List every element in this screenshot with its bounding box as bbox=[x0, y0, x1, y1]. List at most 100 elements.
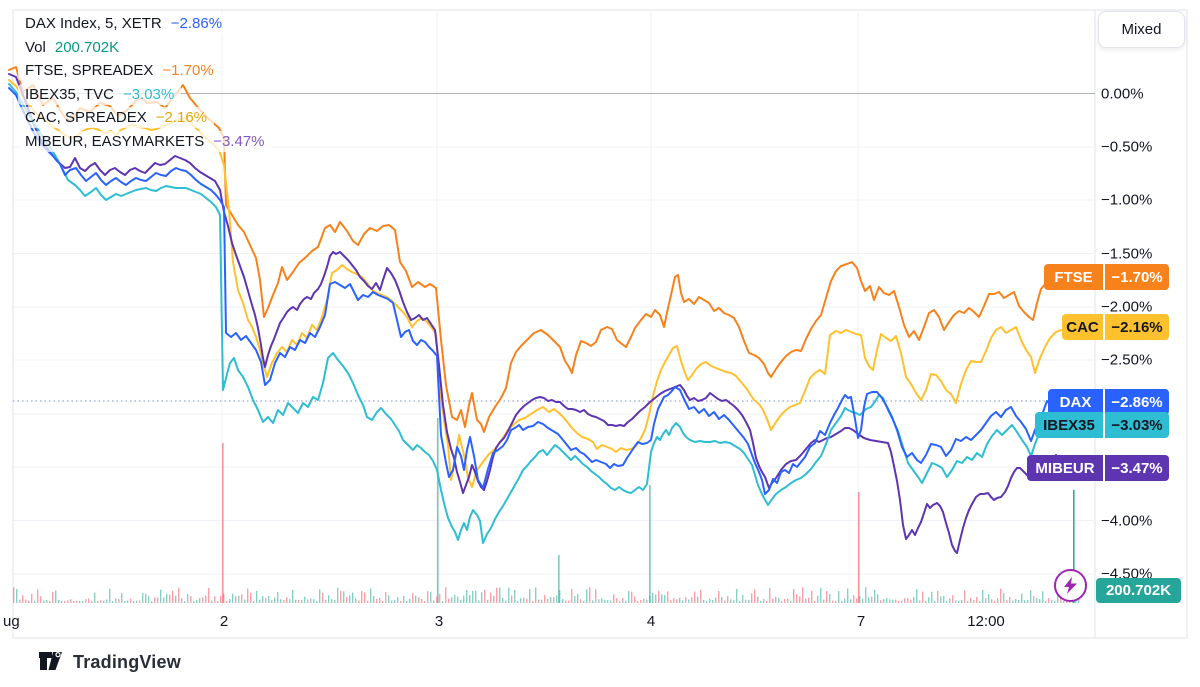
volume-bar bbox=[64, 600, 66, 603]
volume-bar bbox=[193, 600, 195, 603]
volume-bar bbox=[568, 600, 570, 603]
volume-spike-bar bbox=[1073, 490, 1075, 603]
series-line-ibex35[interactable] bbox=[8, 83, 1062, 544]
time-axis-label[interactable]: 7 bbox=[856, 613, 866, 630]
volume-bar bbox=[745, 599, 747, 603]
legend-item-dax[interactable]: DAX Index, 5, XETR −2.86% bbox=[18, 13, 230, 34]
volume-bar bbox=[121, 593, 123, 603]
volume-bar bbox=[289, 599, 291, 603]
legend-item-title: CAC, SPREADEX bbox=[25, 109, 147, 126]
volume-bar bbox=[475, 590, 477, 603]
volume-bar bbox=[496, 587, 498, 603]
volume-bar bbox=[199, 598, 201, 603]
volume-bar bbox=[562, 598, 564, 603]
volume-bar bbox=[760, 600, 762, 603]
tradingview-logo[interactable]: TradingView bbox=[38, 650, 181, 674]
volume-bar bbox=[829, 594, 831, 603]
volume-bar bbox=[955, 600, 957, 603]
volume-bar bbox=[493, 595, 495, 603]
legend-item-mibeur[interactable]: MIBEUR, EASYMARKETS −3.47% bbox=[18, 130, 272, 152]
volume-bar bbox=[973, 599, 975, 603]
volume-bar bbox=[1024, 600, 1026, 603]
volume-bar bbox=[361, 591, 363, 603]
series-line-ftse[interactable] bbox=[8, 66, 1062, 433]
price-axis-label[interactable]: −0.50% bbox=[1101, 138, 1153, 156]
mixed-mode-button[interactable]: Mixed bbox=[1098, 11, 1185, 48]
flash-boost-button[interactable] bbox=[1054, 569, 1087, 602]
legend-item-value: −3.03% bbox=[122, 85, 175, 103]
time-axis-label[interactable]: 2 bbox=[219, 613, 229, 630]
volume-bar bbox=[526, 598, 528, 603]
volume-bar bbox=[280, 599, 282, 603]
time-axis-label[interactable]: 3 bbox=[434, 613, 444, 630]
volume-bar bbox=[889, 599, 891, 603]
price-axis-label[interactable]: −2.50% bbox=[1101, 351, 1153, 369]
legend-item-ftse[interactable]: FTSE, SPREADEX −1.70% bbox=[18, 60, 221, 81]
volume-bar bbox=[55, 590, 57, 603]
volume-bar bbox=[478, 600, 480, 603]
volume-bar bbox=[925, 600, 927, 603]
volume-bar bbox=[91, 600, 93, 603]
volume-bar bbox=[616, 598, 618, 603]
price-badge-symbol: CAC bbox=[1062, 314, 1103, 340]
volume-bar bbox=[886, 598, 888, 603]
volume-bar bbox=[892, 599, 894, 603]
time-axis-label[interactable]: ug bbox=[3, 613, 20, 630]
price-axis-label[interactable]: −1.50% bbox=[1101, 245, 1153, 262]
volume-bar bbox=[133, 600, 135, 603]
volume-bar bbox=[190, 596, 192, 603]
volume-bar bbox=[547, 599, 549, 603]
volume-bar bbox=[43, 600, 45, 603]
time-axis-label[interactable]: 4 bbox=[646, 613, 656, 630]
volume-bar bbox=[226, 600, 228, 603]
volume-bar bbox=[316, 600, 318, 603]
volume-bar bbox=[814, 600, 816, 603]
legend-item-ibex35[interactable]: IBEX35, TVC −3.03% bbox=[18, 83, 182, 105]
price-axis-label[interactable]: −2.00% bbox=[1101, 298, 1153, 316]
volume-bar bbox=[574, 596, 576, 603]
volume-bar bbox=[748, 599, 750, 603]
volume-bar bbox=[319, 589, 321, 603]
legend-item-cac[interactable]: CAC, SPREADEX −2.16% bbox=[18, 107, 214, 128]
volume-bar bbox=[676, 599, 678, 603]
volume-bar bbox=[187, 593, 189, 603]
volume-bar bbox=[307, 599, 309, 603]
volume-bar bbox=[919, 600, 921, 603]
volume-bar bbox=[100, 600, 102, 603]
volume-bar bbox=[763, 598, 765, 603]
volume-bar bbox=[118, 598, 120, 603]
volume-bar bbox=[16, 589, 18, 603]
volume-bar bbox=[844, 598, 846, 603]
volume-bar bbox=[247, 588, 249, 603]
volume-bar bbox=[823, 599, 825, 603]
volume-bar bbox=[820, 588, 822, 603]
volume-bar bbox=[364, 592, 366, 603]
series-line-dax[interactable] bbox=[8, 87, 1062, 495]
volume-bar bbox=[775, 596, 777, 603]
legend-item-value: −3.47% bbox=[213, 132, 265, 150]
volume-bar bbox=[910, 599, 912, 603]
volume-bar bbox=[922, 591, 924, 603]
volume-bar bbox=[370, 588, 372, 603]
price-axis-label[interactable]: −4.00% bbox=[1101, 512, 1153, 529]
volume-bar bbox=[751, 593, 753, 603]
series-line-mibeur[interactable] bbox=[8, 73, 1062, 554]
volume-bar bbox=[817, 595, 819, 603]
volume-bar bbox=[433, 600, 435, 603]
volume-bar bbox=[928, 597, 930, 603]
price-axis-label[interactable]: −1.00% bbox=[1101, 191, 1153, 209]
volume-bar bbox=[730, 599, 732, 603]
volume-bar bbox=[160, 589, 162, 603]
volume-bar bbox=[700, 589, 702, 603]
volume-bar bbox=[742, 594, 744, 603]
price-badge-ibex35: IBEX35 −3.03% bbox=[1035, 412, 1169, 438]
time-axis-label[interactable]: 12:00 bbox=[967, 613, 1005, 630]
volume-bar bbox=[682, 600, 684, 603]
volume-bar bbox=[286, 597, 288, 603]
series-line-cac[interactable] bbox=[8, 79, 1062, 488]
volume-bar bbox=[52, 591, 54, 603]
price-badge-dax: DAX −2.86% bbox=[1048, 389, 1169, 415]
legend-item-volume[interactable]: Vol 200.702K bbox=[18, 36, 127, 58]
price-axis-label[interactable]: 0.00% bbox=[1101, 85, 1144, 102]
